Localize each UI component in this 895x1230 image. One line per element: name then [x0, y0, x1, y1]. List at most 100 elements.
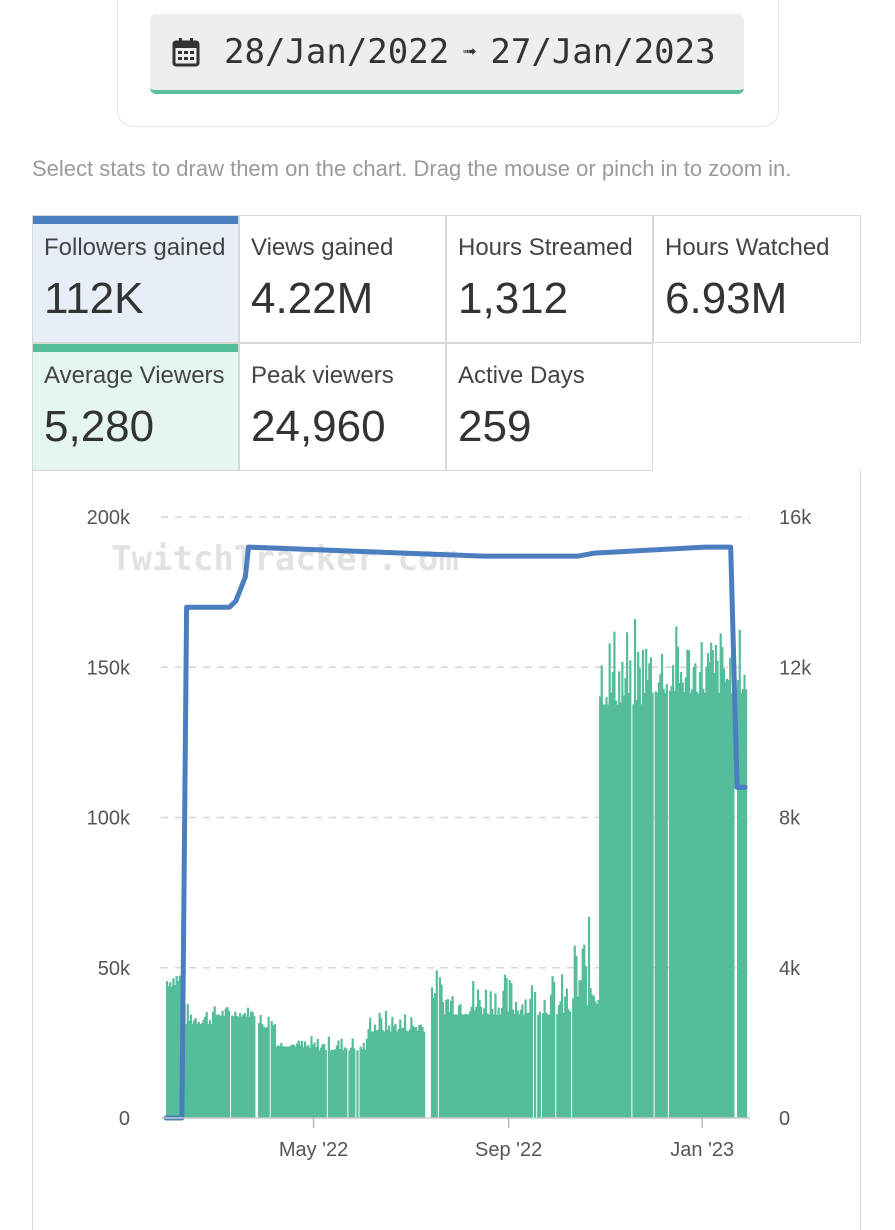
bar — [284, 1046, 288, 1118]
bar — [310, 1036, 313, 1118]
bar — [643, 692, 646, 1118]
calendar-icon — [172, 37, 200, 67]
bar — [418, 1025, 421, 1118]
bar — [732, 626, 735, 1118]
bar — [483, 1008, 486, 1118]
bar — [706, 653, 710, 1118]
start-date: 28/Jan/2022 — [224, 32, 450, 72]
bar — [307, 1044, 310, 1118]
followers-line — [163, 544, 748, 1121]
bar — [264, 1027, 267, 1118]
bar — [721, 646, 724, 1118]
stat-tile-views-gained[interactable]: Views gained 4.22M — [239, 215, 446, 343]
bar — [480, 1006, 483, 1118]
bar — [294, 1046, 297, 1118]
line-series-followers-gained — [163, 544, 748, 1121]
bar — [602, 704, 605, 1118]
bar — [621, 661, 624, 1118]
bar — [212, 1011, 215, 1118]
bar — [440, 984, 443, 1118]
bar — [681, 682, 684, 1118]
left-axis-tick: 0 — [119, 1108, 130, 1130]
bar — [392, 1026, 396, 1118]
stat-label: Hours Streamed — [458, 234, 633, 261]
stat-tile-hours-streamed[interactable]: Hours Streamed 1,312 — [446, 215, 653, 343]
bar — [369, 1017, 372, 1118]
date-range-picker[interactable]: 28/Jan/2022 ➟ 27/Jan/2023 — [150, 14, 744, 94]
bar — [556, 1014, 559, 1118]
bar — [342, 1050, 345, 1118]
bar — [411, 1025, 415, 1118]
bar — [202, 1019, 205, 1118]
bar — [670, 686, 673, 1118]
bar — [311, 1044, 315, 1118]
stats-chart[interactable]: TwitchTracker.com 0 50k 100k 150k 200k 0 4k 8k 1… — [33, 470, 862, 1200]
stat-tile-followers-gained[interactable]: Followers gained 112K — [32, 215, 239, 343]
bar — [454, 1014, 457, 1118]
bar — [581, 948, 584, 1118]
bar — [327, 1036, 330, 1118]
stat-tile-hours-watched[interactable]: Hours Watched 6.93M — [653, 215, 861, 343]
bar — [300, 1040, 304, 1118]
bar — [473, 1010, 476, 1118]
bar — [286, 1046, 289, 1118]
bar — [200, 1023, 204, 1118]
bar — [481, 1014, 484, 1118]
bar — [432, 997, 435, 1118]
bar — [332, 1049, 335, 1118]
bar — [586, 1005, 589, 1118]
bar — [497, 1007, 500, 1118]
x-axis-tick-label: Jan '23 — [670, 1139, 734, 1161]
bar — [743, 674, 746, 1118]
bar — [389, 1031, 392, 1118]
bar — [397, 1028, 400, 1118]
bar — [442, 1002, 445, 1118]
bar — [683, 692, 686, 1118]
bar — [246, 1007, 250, 1118]
bar — [600, 665, 603, 1118]
bar — [514, 1002, 518, 1118]
chart-area[interactable]: TwitchTracker.com 0 50k 100k 150k 200k 0 4k 8k 1… — [32, 470, 861, 1230]
bar — [724, 681, 727, 1118]
bar — [632, 704, 635, 1118]
bar — [518, 1014, 521, 1118]
bar — [292, 1044, 296, 1118]
bar — [629, 660, 632, 1118]
bar — [299, 1045, 302, 1118]
bar — [730, 693, 733, 1118]
bar — [651, 692, 654, 1118]
bar — [396, 1031, 399, 1118]
stat-tile-peak-viewers[interactable]: Peak viewers 24,960 — [239, 343, 446, 471]
bar — [253, 1016, 256, 1118]
bar — [185, 1023, 188, 1118]
stat-tile-active-days[interactable]: Active Days 259 — [446, 343, 653, 471]
bar — [529, 998, 532, 1118]
bar — [495, 1014, 499, 1118]
left-axis-tick: 150k — [87, 657, 131, 679]
bar — [656, 692, 659, 1118]
bar — [675, 626, 678, 1118]
bar — [464, 1014, 467, 1118]
bar — [313, 1042, 316, 1118]
bar — [589, 988, 592, 1118]
bar — [270, 1021, 273, 1118]
bar — [258, 1023, 261, 1118]
right-axis-tick: 12k — [779, 657, 812, 679]
bar — [484, 989, 488, 1118]
bar — [170, 986, 173, 1118]
bar — [448, 1011, 451, 1118]
bar — [702, 688, 705, 1118]
bar — [403, 1014, 407, 1118]
stat-tile-average-viewers[interactable]: Average Viewers 5,280 — [32, 343, 239, 471]
bar — [678, 683, 681, 1118]
bar — [627, 693, 630, 1118]
bar — [606, 704, 610, 1118]
stat-value: 1,312 — [458, 274, 569, 323]
bar — [716, 660, 719, 1118]
bar — [560, 974, 564, 1118]
bar — [665, 684, 668, 1118]
bar — [595, 1003, 599, 1118]
bar — [422, 1031, 426, 1118]
bar — [513, 1013, 516, 1118]
bar — [365, 1038, 369, 1118]
